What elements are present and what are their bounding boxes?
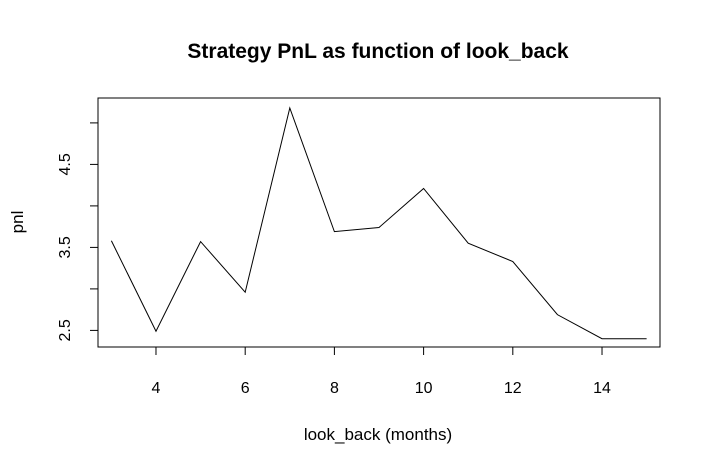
y-tick-label-4: 4.5 [57,153,74,175]
series-layer [110,106,647,340]
series-line-0 [110,106,647,340]
x-tick-label-1: 6 [241,380,250,397]
x-tick-label-3: 10 [415,380,433,397]
y-tick-label-0: 2.5 [57,319,74,341]
x-tick-label-4: 12 [504,380,522,397]
x-axis-label: look_back (months) [304,425,452,444]
y-axis-label: pnl [8,211,27,234]
x-tick-label-2: 8 [330,380,339,397]
x-tick-label-5: 14 [593,380,611,397]
chart-title: Strategy PnL as function of look_back [187,40,569,63]
plot-box [97,97,661,348]
y-axis: 2.5 3.5 4.5 [57,122,98,342]
x-axis: 4 6 8 10 12 14 [152,347,611,397]
y-tick-label-2: 3.5 [57,236,74,258]
x-tick-label-0: 4 [152,380,161,397]
